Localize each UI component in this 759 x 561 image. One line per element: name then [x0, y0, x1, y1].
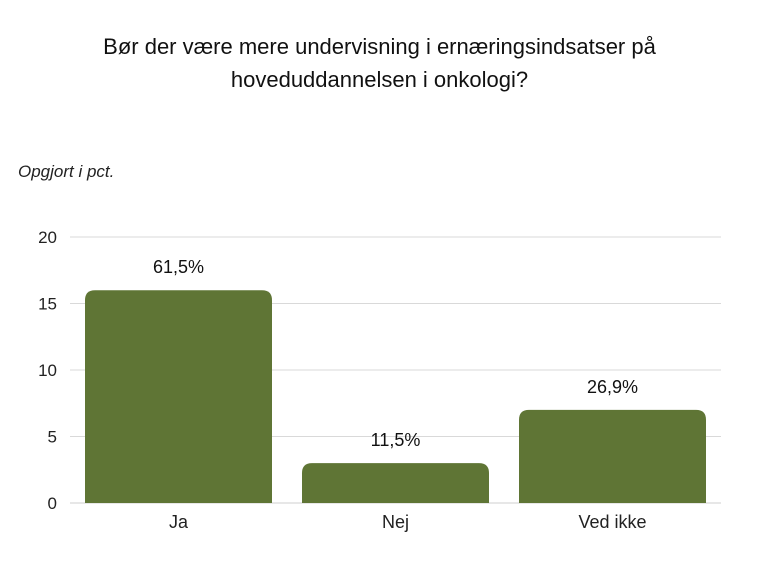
y-tick-label-0: 0 [48, 494, 57, 513]
y-tick-label-10: 10 [38, 361, 57, 380]
y-tick-label-5: 5 [48, 428, 57, 447]
bar-ja [85, 290, 272, 503]
chart-title-line-2: hoveduddannelsen i onkologi? [230, 67, 529, 92]
chart-title-line-1: Bør der være mere undervisning i ernærin… [103, 34, 656, 59]
bar-ved-ikke [519, 409, 706, 503]
data-label-ja: 61,5% [153, 257, 204, 277]
x-tick-label-ja: Ja [169, 512, 189, 532]
y-tick-label-15: 15 [38, 295, 57, 314]
chart-subtitle: Opgjort i pct. [18, 162, 115, 181]
chart-title: Bør der være mere undervisning i ernærin… [0, 30, 759, 96]
data-label-ved-ikke: 26,9% [587, 377, 638, 397]
y-tick-label-20: 20 [38, 228, 57, 247]
x-tick-label-nej: Nej [382, 512, 409, 532]
bar-nej [302, 463, 489, 503]
x-tick-label-ved-ikke: Ved ikke [578, 512, 646, 532]
data-label-nej: 11,5% [371, 430, 421, 450]
